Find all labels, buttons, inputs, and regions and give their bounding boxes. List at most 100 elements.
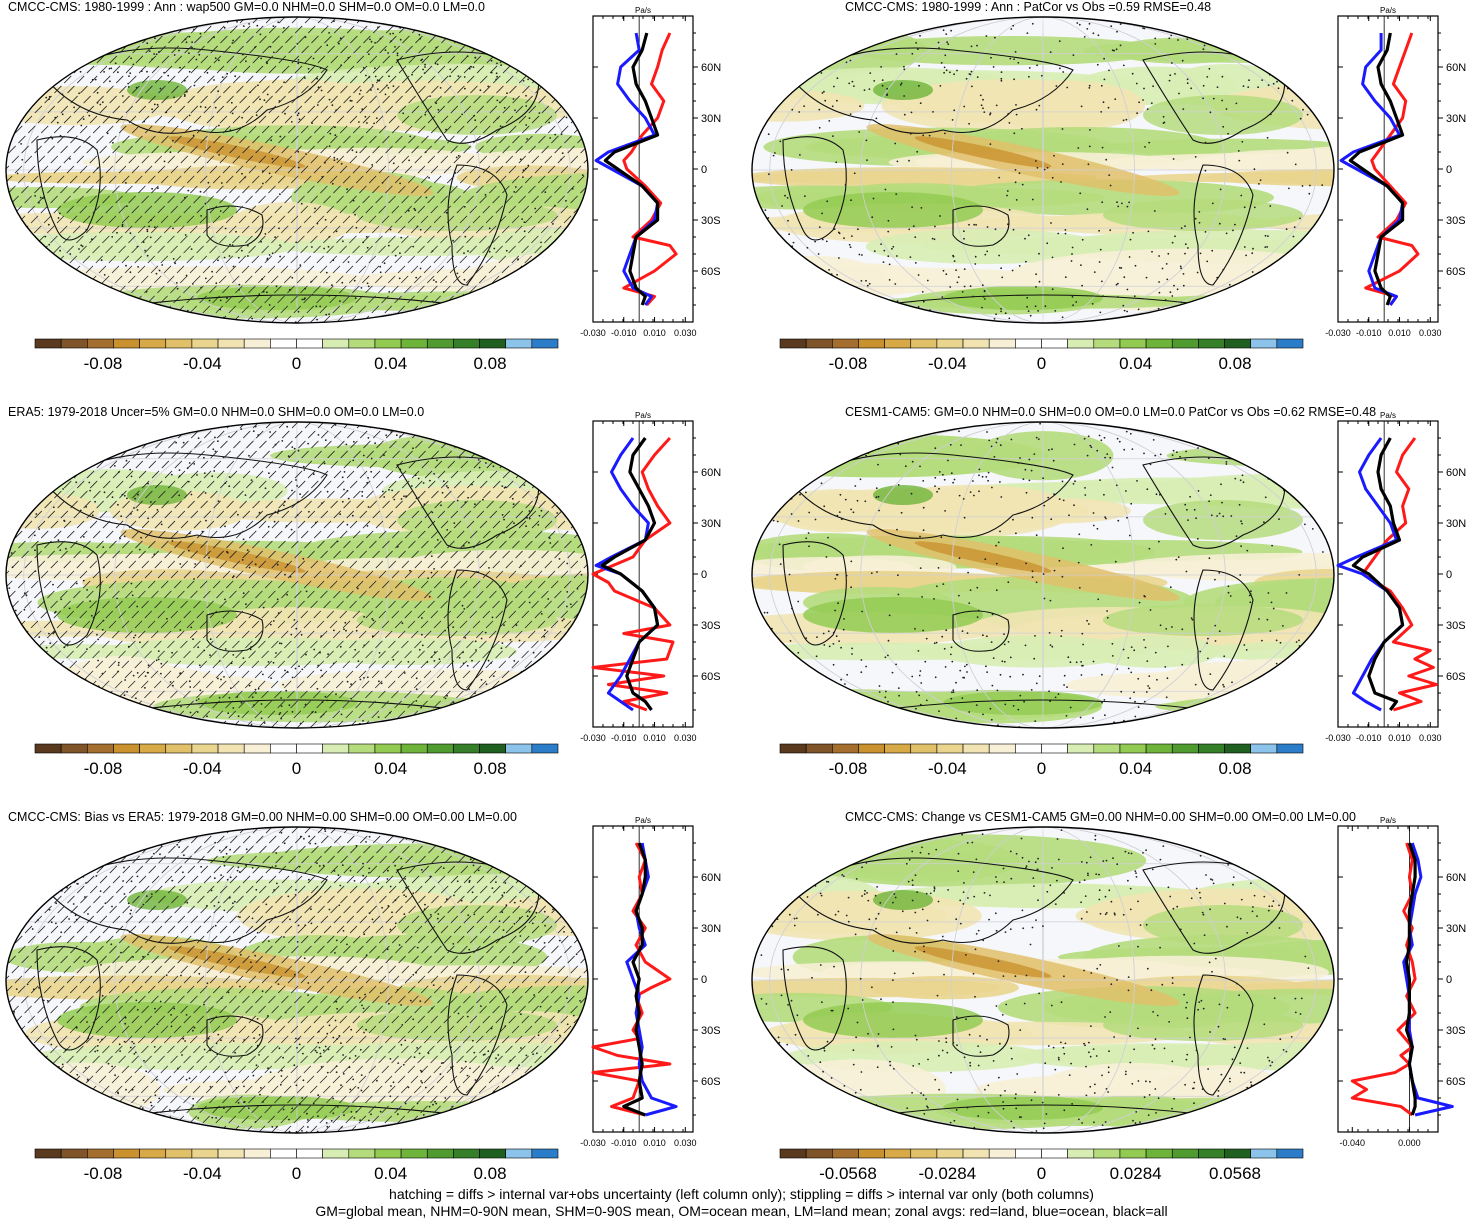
zonal-lat-label: 30S	[1446, 620, 1466, 632]
zonal-lat-label: 60S	[1446, 266, 1466, 278]
panel-2: CMCC-CMS: 1980-1999 : Ann : PatCor vs Ob…	[745, 0, 1483, 400]
zonal-lat-label: 30S	[1446, 1025, 1466, 1037]
zonal-mean-plot: Pa/s -0.040 0.000 60N 30N 0 30S 60S	[1337, 816, 1466, 1148]
units-label: Pa/s	[635, 411, 651, 420]
zonal-lat-label: 30S	[701, 215, 721, 227]
colorbar-tick-label: 0.08	[473, 354, 506, 373]
colorbar-tick-label: -0.04	[183, 1164, 222, 1183]
colorbar: -0.08 -0.04 0 0.04 0.08	[779, 338, 1304, 373]
continent-outline	[396, 861, 540, 954]
continent-outline	[952, 205, 1010, 247]
colorbar: -0.08 -0.04 0 0.04 0.08	[34, 1148, 559, 1183]
continent-outline	[782, 946, 847, 1051]
zonal-series-ocean	[594, 32, 660, 306]
units-label: Pa/s	[1380, 6, 1396, 15]
panel-title: CMCC-CMS: Bias vs ERA5: 1979-2018 GM=0.0…	[8, 810, 517, 824]
zonal-x-tick-label: -0.030	[580, 328, 606, 338]
panel-title: CMCC-CMS: 1980-1999 : Ann : wap500 GM=0.…	[8, 0, 485, 14]
zonal-lat-label: 30N	[1446, 923, 1466, 935]
zonal-x-tick-label: 0.030	[1419, 328, 1442, 338]
zonal-x-tick-label: -0.010	[1356, 733, 1382, 743]
map-border	[751, 16, 1335, 324]
zonal-x-tick-label: 0.000	[1398, 1138, 1421, 1148]
colorbar-tick-label: 0	[292, 1164, 301, 1183]
colorbar: -0.0568 -0.0284 0 0.0284 0.0568	[779, 1148, 1304, 1183]
panel-figure: -0.08 -0.04 0 0.04 0.08 Pa/s -0.030 -0.010 0.010…	[5, 411, 721, 778]
colorbar-tick-label: 0	[292, 354, 301, 373]
zonal-lat-label: 30N	[701, 113, 721, 125]
zonal-lat-label: 60N	[701, 467, 721, 479]
panel-title: CESM1-CAM5: GM=0.0 NHM=0.0 SHM=0.0 OM=0.…	[845, 405, 1377, 419]
colorbar-tick-label: 0.04	[374, 1164, 407, 1183]
zonal-x-tick-label: -0.010	[611, 733, 637, 743]
zonal-series-land	[1364, 32, 1420, 306]
zonal-lat-label: 0	[1446, 974, 1452, 986]
colorbar-tick-label: -0.08	[84, 354, 123, 373]
map-border	[751, 421, 1335, 729]
zonal-lat-label: 60N	[701, 62, 721, 74]
continent-outline	[792, 857, 1074, 944]
colorbar-tick-label: -0.08	[829, 759, 868, 778]
panel-figure: -0.08 -0.04 0 0.04 0.08 Pa/s -0.030 -0.010 0.010…	[751, 411, 1466, 778]
stippling	[12, 828, 581, 1133]
colorbar: -0.08 -0.04 0 0.04 0.08	[34, 338, 559, 373]
zonal-lat-label: 30N	[1446, 113, 1466, 125]
zonal-mean-plot: Pa/s -0.030 -0.010 0.010 0.030 60N 30N 0 30S 60S	[1325, 411, 1466, 743]
continent-outline	[1193, 974, 1254, 1096]
zonal-x-tick-label: -0.030	[580, 1138, 606, 1148]
zonal-lat-label: 0	[701, 569, 707, 581]
continent-outline	[447, 569, 508, 691]
colorbar-tick-label: -0.04	[183, 759, 222, 778]
zonal-lat-label: 60N	[701, 872, 721, 884]
panel-figure: -0.08 -0.04 0 0.04 0.08 Pa/s -0.030 -0.010 0.010…	[5, 6, 721, 373]
zonal-lat-label: 30N	[1446, 518, 1466, 530]
zonal-lat-label: 0	[1446, 569, 1452, 581]
panel-1: CMCC-CMS: 1980-1999 : Ann : wap500 GM=0.…	[0, 0, 738, 400]
colorbar-tick-label: 0	[1037, 1164, 1046, 1183]
zonal-series-ocean	[1339, 33, 1405, 306]
zonal-lat-label: 30N	[701, 923, 721, 935]
panel-6: CMCC-CMS: Change vs CESM1-CAM5 GM=0.00 N…	[745, 810, 1483, 1210]
zonal-x-tick-label: 0.010	[643, 733, 666, 743]
zonal-series-land	[591, 436, 675, 712]
continent-outline	[952, 1015, 1010, 1057]
continent-outline	[1142, 51, 1286, 144]
panel-figure: -0.0568 -0.0284 0 0.0284 0.0568 Pa/s -0.040 0.0…	[751, 816, 1466, 1183]
panel-title: ERA5: 1979-2018 Uncer=5% GM=0.0 NHM=0.0 …	[8, 405, 425, 419]
zonal-x-tick-label: 0.030	[1419, 733, 1442, 743]
zonal-x-tick-label: 0.010	[643, 328, 666, 338]
map-border	[5, 16, 589, 324]
zonal-series-all	[1405, 842, 1417, 1116]
continent-outline	[396, 456, 540, 549]
zonal-lat-label: 60N	[1446, 872, 1466, 884]
colorbar-tick-label: 0.0568	[1209, 1164, 1261, 1183]
colorbar-tick-label: -0.08	[84, 759, 123, 778]
zonal-series-all	[1351, 437, 1405, 711]
continent-outline	[792, 452, 1074, 539]
zonal-x-tick-label: 0.030	[674, 1138, 697, 1148]
zonal-x-tick-label: 0.010	[643, 1138, 666, 1148]
continent-outline	[46, 47, 328, 134]
colorbar-tick-label: -0.08	[829, 354, 868, 373]
zonal-series-all	[603, 32, 660, 306]
continent-outline	[206, 610, 264, 652]
colorbar: -0.08 -0.04 0 0.04 0.08	[779, 743, 1304, 778]
zonal-lat-label: 0	[701, 164, 707, 176]
continent-outline	[447, 974, 508, 1096]
continent-outline	[36, 946, 101, 1051]
colorbar-tick-label: 0.04	[1119, 759, 1152, 778]
continent-outline	[36, 541, 101, 646]
zonal-series-all	[1348, 32, 1405, 306]
footer-line-2: GM=global mean, NHM=0-90N mean, SHM=0-90…	[315, 1203, 1168, 1219]
zonal-x-tick-label: -0.040	[1340, 1138, 1366, 1148]
map-border	[5, 826, 589, 1134]
continent-outline	[46, 452, 328, 539]
colorbar-tick-label: 0.04	[374, 354, 407, 373]
zonal-lat-label: 30N	[701, 518, 721, 530]
colorbar-tick-label: -0.04	[183, 354, 222, 373]
zonal-mean-plot: Pa/s -0.030 -0.010 0.010 0.030 60N 30N 0 30S 60S	[1325, 6, 1466, 338]
panel-5: CMCC-CMS: Bias vs ERA5: 1979-2018 GM=0.0…	[0, 810, 738, 1210]
continent-outline	[782, 541, 847, 646]
zonal-x-tick-label: 0.030	[674, 328, 697, 338]
colorbar-tick-label: -0.0284	[919, 1164, 977, 1183]
